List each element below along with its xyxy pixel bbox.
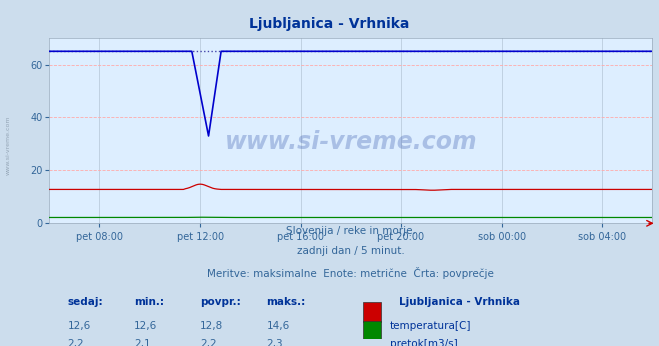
Text: Slovenija / reke in morje.: Slovenija / reke in morje.: [286, 226, 416, 236]
Bar: [363, 339, 381, 346]
Text: zadnji dan / 5 minut.: zadnji dan / 5 minut.: [297, 246, 405, 256]
Text: temperatura[C]: temperatura[C]: [390, 320, 472, 330]
Text: Ljubljanica - Vrhnika: Ljubljanica - Vrhnika: [399, 298, 520, 307]
Text: min.:: min.:: [134, 298, 164, 307]
Text: 12,8: 12,8: [200, 320, 223, 330]
Text: 2,1: 2,1: [134, 339, 150, 346]
Text: 14,6: 14,6: [266, 320, 290, 330]
Text: sedaj:: sedaj:: [67, 298, 103, 307]
Text: Meritve: maksimalne  Enote: metrične  Črta: povprečje: Meritve: maksimalne Enote: metrične Črta…: [208, 267, 494, 279]
Bar: [363, 320, 381, 340]
Bar: [363, 302, 381, 322]
Text: www.si-vreme.com: www.si-vreme.com: [225, 130, 477, 154]
Text: 2,3: 2,3: [266, 339, 283, 346]
Text: www.si-vreme.com: www.si-vreme.com: [6, 116, 11, 175]
Text: povpr.:: povpr.:: [200, 298, 241, 307]
Text: maks.:: maks.:: [266, 298, 306, 307]
Text: Ljubljanica - Vrhnika: Ljubljanica - Vrhnika: [249, 17, 410, 31]
Text: 2,2: 2,2: [200, 339, 217, 346]
Text: pretok[m3/s]: pretok[m3/s]: [390, 339, 458, 346]
Text: 12,6: 12,6: [134, 320, 157, 330]
Text: 2,2: 2,2: [67, 339, 84, 346]
Text: 12,6: 12,6: [67, 320, 91, 330]
